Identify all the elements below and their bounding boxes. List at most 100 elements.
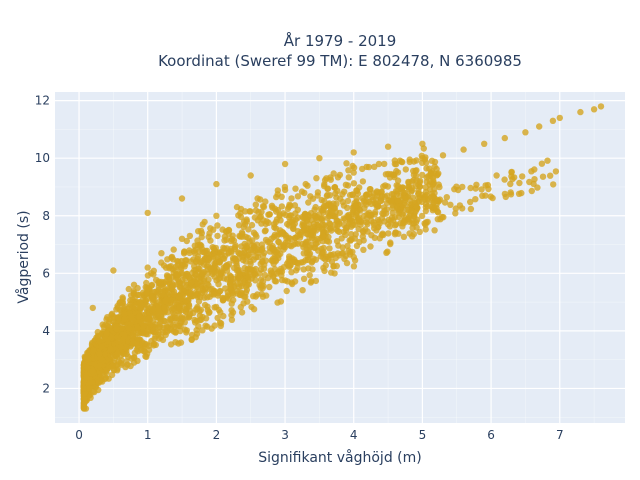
scatter-point [86,380,93,387]
scatter-point [289,280,296,288]
x-tick-label: 6 [487,428,495,442]
scatter-point [158,250,165,257]
scatter-point [300,226,308,233]
scatter-point [416,228,423,236]
scatter-point [258,208,265,215]
scatter-point [162,318,169,325]
scatter-point [199,327,206,334]
scatter-point [283,287,290,295]
scatter-point [430,199,437,206]
scatter-point [359,165,366,173]
scatter-point [452,210,459,217]
scatter-point [536,123,543,130]
scatter-point [519,173,526,180]
scatter-point [378,231,385,239]
scatter-point [187,258,194,265]
scatter-point [374,223,382,231]
scatter-point [230,264,238,272]
scatter-point [177,327,184,335]
scatter-point [151,335,158,342]
scatter-point [547,172,554,179]
scatter-point [383,192,391,199]
scatter-point [394,197,401,204]
scatter-point [90,346,97,354]
scatter-point [364,220,371,228]
scatter-point [183,237,190,245]
scatter-point [266,283,273,291]
scatter-point [277,298,285,305]
scatter-point [180,250,188,257]
scatter-point [478,186,485,193]
scatter-point [114,350,121,357]
scatter-point [137,304,144,311]
scatter-point [393,182,400,189]
scatter-point [326,245,333,252]
scatter-point [248,221,256,229]
scatter-point [353,242,361,250]
scatter-point [342,181,350,188]
scatter-point [193,330,201,337]
scatter-point [419,155,426,162]
scatter-point [98,343,105,351]
scatter-point [387,239,394,246]
scatter-point [244,274,252,281]
scatter-point [169,306,176,313]
scatter-point [544,157,551,164]
scatter-point [254,195,261,202]
scatter-point [405,215,412,222]
scatter-point [91,360,98,368]
scatter-point [423,165,430,172]
scatter-point [360,229,367,236]
scatter-point [213,180,220,188]
scatter-point [371,163,378,170]
scatter-point [507,180,514,188]
scatter-point [405,206,413,214]
scatter-point [288,195,295,202]
scatter-point [341,255,348,262]
scatter-point [214,314,221,322]
scatter-point [284,205,292,212]
scatter-point [247,172,254,179]
scatter-point [343,160,350,167]
scatter-point [392,229,399,236]
scatter-point [246,238,253,245]
scatter-point [157,313,164,320]
scatter-point [194,253,202,260]
scatter-point [269,257,276,265]
scatter-point [161,304,168,311]
scatter-point [197,306,205,314]
scatter-point [202,322,209,329]
scatter-point [276,227,284,234]
scatter-point [291,220,298,227]
scatter-point [109,318,117,325]
scatter-point [389,216,397,224]
scatter-point [550,181,557,188]
scatter-point [287,212,295,219]
scatter-point [213,212,220,219]
scatter-point [128,313,135,320]
scatter-point [412,182,420,190]
scatter-point [390,171,397,178]
scatter-point [360,212,368,220]
scatter-series [80,103,605,412]
scatter-point [322,256,329,263]
scatter-point [415,194,422,202]
scatter-point [315,224,323,231]
scatter-point [431,227,438,234]
scatter-point [101,350,109,357]
scatter-point [256,270,263,277]
scatter-point [164,256,171,263]
scatter-point [268,244,276,252]
scatter-point [169,321,177,329]
scatter-point [528,187,535,195]
scatter-point [84,364,91,371]
scatter-point [312,214,319,221]
y-tick-label: 10 [35,151,50,165]
scatter-point [280,243,288,250]
scatter-point [313,175,320,182]
scatter-point [431,158,439,166]
scatter-point [355,214,363,221]
scatter-point [261,228,269,235]
scatter-point [375,160,383,168]
scatter-point [516,179,523,187]
